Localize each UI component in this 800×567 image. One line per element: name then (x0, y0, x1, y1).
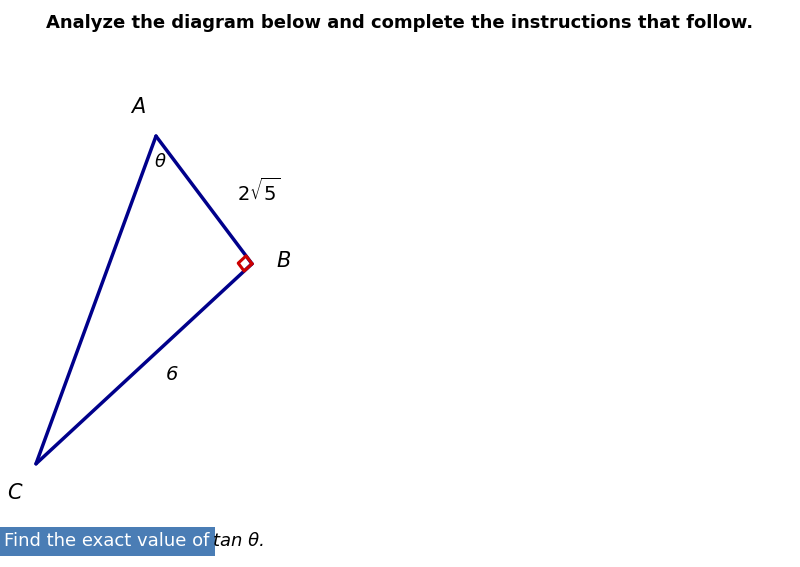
Text: tan θ.: tan θ. (214, 532, 266, 551)
Text: A: A (131, 97, 146, 117)
Text: 6: 6 (166, 365, 178, 384)
Text: $2\sqrt{5}$: $2\sqrt{5}$ (237, 177, 280, 205)
Text: Find the exact value of: Find the exact value of (4, 532, 210, 551)
Text: B: B (276, 251, 290, 272)
Text: C: C (7, 483, 22, 503)
Text: Analyze the diagram below and complete the instructions that follow.: Analyze the diagram below and complete t… (46, 14, 754, 32)
Text: θ: θ (155, 154, 166, 171)
